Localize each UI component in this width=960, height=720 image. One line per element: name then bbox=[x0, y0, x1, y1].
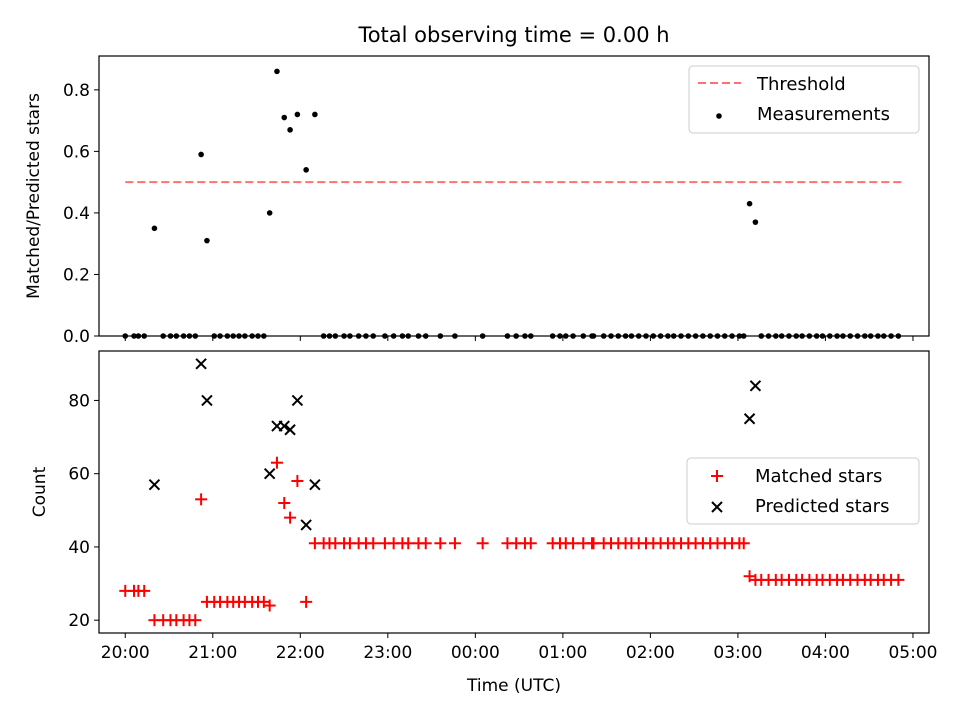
bottom-x-tick-label: 21:00 bbox=[188, 643, 237, 663]
predicted-star-marker-b bbox=[291, 394, 304, 407]
matched-star-marker bbox=[419, 537, 432, 550]
matched-star-marker bbox=[278, 496, 291, 509]
measurement-point bbox=[294, 111, 301, 118]
matched-star-marker bbox=[587, 537, 600, 550]
predicted-star-marker-b bbox=[263, 467, 276, 480]
measurement-point bbox=[198, 151, 204, 158]
bottom-x-tick-label: 20:00 bbox=[101, 643, 150, 663]
top-y-tick-label: 0.2 bbox=[63, 265, 90, 285]
measurement-point bbox=[746, 200, 753, 207]
matched-star-marker bbox=[195, 493, 208, 506]
matched-star-marker bbox=[270, 456, 283, 469]
predicted-star-marker bbox=[309, 478, 321, 491]
threshold-legend-label: Threshold bbox=[756, 74, 846, 95]
measurements-legend-label: Measurements bbox=[757, 104, 890, 125]
matched-star-marker bbox=[284, 511, 297, 524]
bottom-y-tick-label: 40 bbox=[68, 538, 90, 558]
predicted-star-marker bbox=[195, 358, 207, 370]
bottom-x-tick-label: 02:00 bbox=[626, 643, 675, 663]
matched-star-marker bbox=[476, 537, 489, 550]
matched-star-marker bbox=[402, 537, 415, 550]
bottom-axis-ticks: 20:00 21:00 22:00 23:00 00:00 01:00 02:00 03:00… bbox=[68, 391, 937, 663]
predicted-star-marker-b bbox=[743, 413, 756, 425]
matched-star-marker bbox=[367, 537, 380, 550]
measurement-point bbox=[204, 237, 210, 244]
bottom-x-tick-label: 04:00 bbox=[801, 643, 850, 663]
bottom-y-tick-label: 60 bbox=[68, 465, 90, 485]
predicted-star-marker bbox=[201, 394, 213, 407]
bottom-x-tick-label: 01:00 bbox=[538, 643, 587, 663]
matched-star-marker bbox=[567, 537, 580, 550]
matched-star-marker bbox=[263, 599, 276, 612]
predicted-star-marker bbox=[743, 413, 756, 425]
measurement-point bbox=[312, 111, 318, 118]
predicted-star-marker-b bbox=[148, 478, 161, 491]
top-y-tick-label: 0.6 bbox=[63, 142, 90, 162]
bottom-x-tick-label: 05:00 bbox=[888, 643, 937, 663]
top-y-tick-label: 0.8 bbox=[63, 81, 90, 101]
top-legend: Threshold Measurements bbox=[688, 65, 920, 134]
predicted-star-marker-b bbox=[749, 380, 762, 392]
measurement-point bbox=[281, 114, 288, 121]
top-y-tick-label: 0.4 bbox=[63, 204, 90, 224]
matched-star-marker bbox=[291, 475, 304, 488]
bottom-x-tick-label: 03:00 bbox=[713, 643, 762, 663]
measurement-point bbox=[274, 68, 280, 75]
top-axes-frame bbox=[98, 55, 930, 337]
matched-star-marker bbox=[448, 537, 461, 550]
predicted-stars-legend-marker bbox=[711, 501, 723, 513]
measurements-legend-marker bbox=[716, 113, 722, 119]
predicted-star-marker-b bbox=[278, 420, 290, 432]
matched-stars-legend-label: Matched stars bbox=[755, 466, 882, 487]
top-y-axis-label: Matched/Predicted stars bbox=[24, 93, 44, 299]
measurement-point bbox=[287, 127, 293, 133]
matched-star-marker bbox=[737, 537, 750, 550]
predicted-star-marker bbox=[300, 519, 312, 531]
matched-stars-legend-marker bbox=[711, 470, 723, 482]
bottom-legend-box bbox=[686, 457, 920, 525]
bottom-axes-frame bbox=[98, 350, 930, 634]
predicted-star-marker-b bbox=[195, 358, 207, 370]
bottom-legend: Matched stars Predicted stars bbox=[686, 457, 920, 525]
matched-star-marker bbox=[892, 573, 905, 586]
predicted-star-marker bbox=[148, 478, 161, 491]
predicted-star-marker bbox=[291, 394, 304, 407]
predicted-star-marker bbox=[263, 467, 276, 480]
measurement-point bbox=[151, 225, 158, 232]
bottom-x-tick-label: 22:00 bbox=[276, 643, 325, 663]
matched-star-marker bbox=[138, 584, 151, 597]
measurement-point bbox=[266, 210, 273, 216]
predicted-star-marker-b bbox=[300, 519, 312, 531]
predicted-star-marker-b bbox=[284, 424, 296, 436]
measurement-point bbox=[303, 167, 309, 173]
matched-star-marker bbox=[189, 614, 202, 627]
matched-star-marker bbox=[434, 537, 447, 550]
top-y-tick-label: 0.0 bbox=[63, 327, 90, 347]
predicted-star-marker-b bbox=[309, 478, 321, 491]
predicted-star-marker-b bbox=[201, 394, 213, 407]
predicted-star-marker bbox=[278, 420, 290, 432]
bottom-y-tick-label: 20 bbox=[68, 611, 90, 631]
top-chart-title: Total observing time = 0.00 h bbox=[357, 23, 669, 47]
measurement-point bbox=[752, 219, 759, 225]
top-axis-ticks: 0.0 0.2 0.4 0.6 0.8 bbox=[63, 81, 914, 347]
predicted-star-marker bbox=[749, 380, 762, 392]
predicted-star-marker bbox=[284, 424, 296, 436]
bottom-y-tick-label: 80 bbox=[68, 391, 90, 411]
matched-star-marker bbox=[524, 537, 537, 550]
top-legend-box bbox=[688, 65, 920, 134]
predicted-stars-legend-label: Predicted stars bbox=[755, 496, 889, 517]
bottom-x-tick-label: 23:00 bbox=[363, 643, 412, 663]
bottom-plot-area bbox=[119, 358, 905, 627]
x-axis-label: Time (UTC) bbox=[466, 676, 561, 696]
bottom-y-axis-label: Count bbox=[30, 466, 50, 517]
bottom-x-tick-label: 00:00 bbox=[451, 643, 500, 663]
matched-star-marker bbox=[300, 595, 313, 608]
